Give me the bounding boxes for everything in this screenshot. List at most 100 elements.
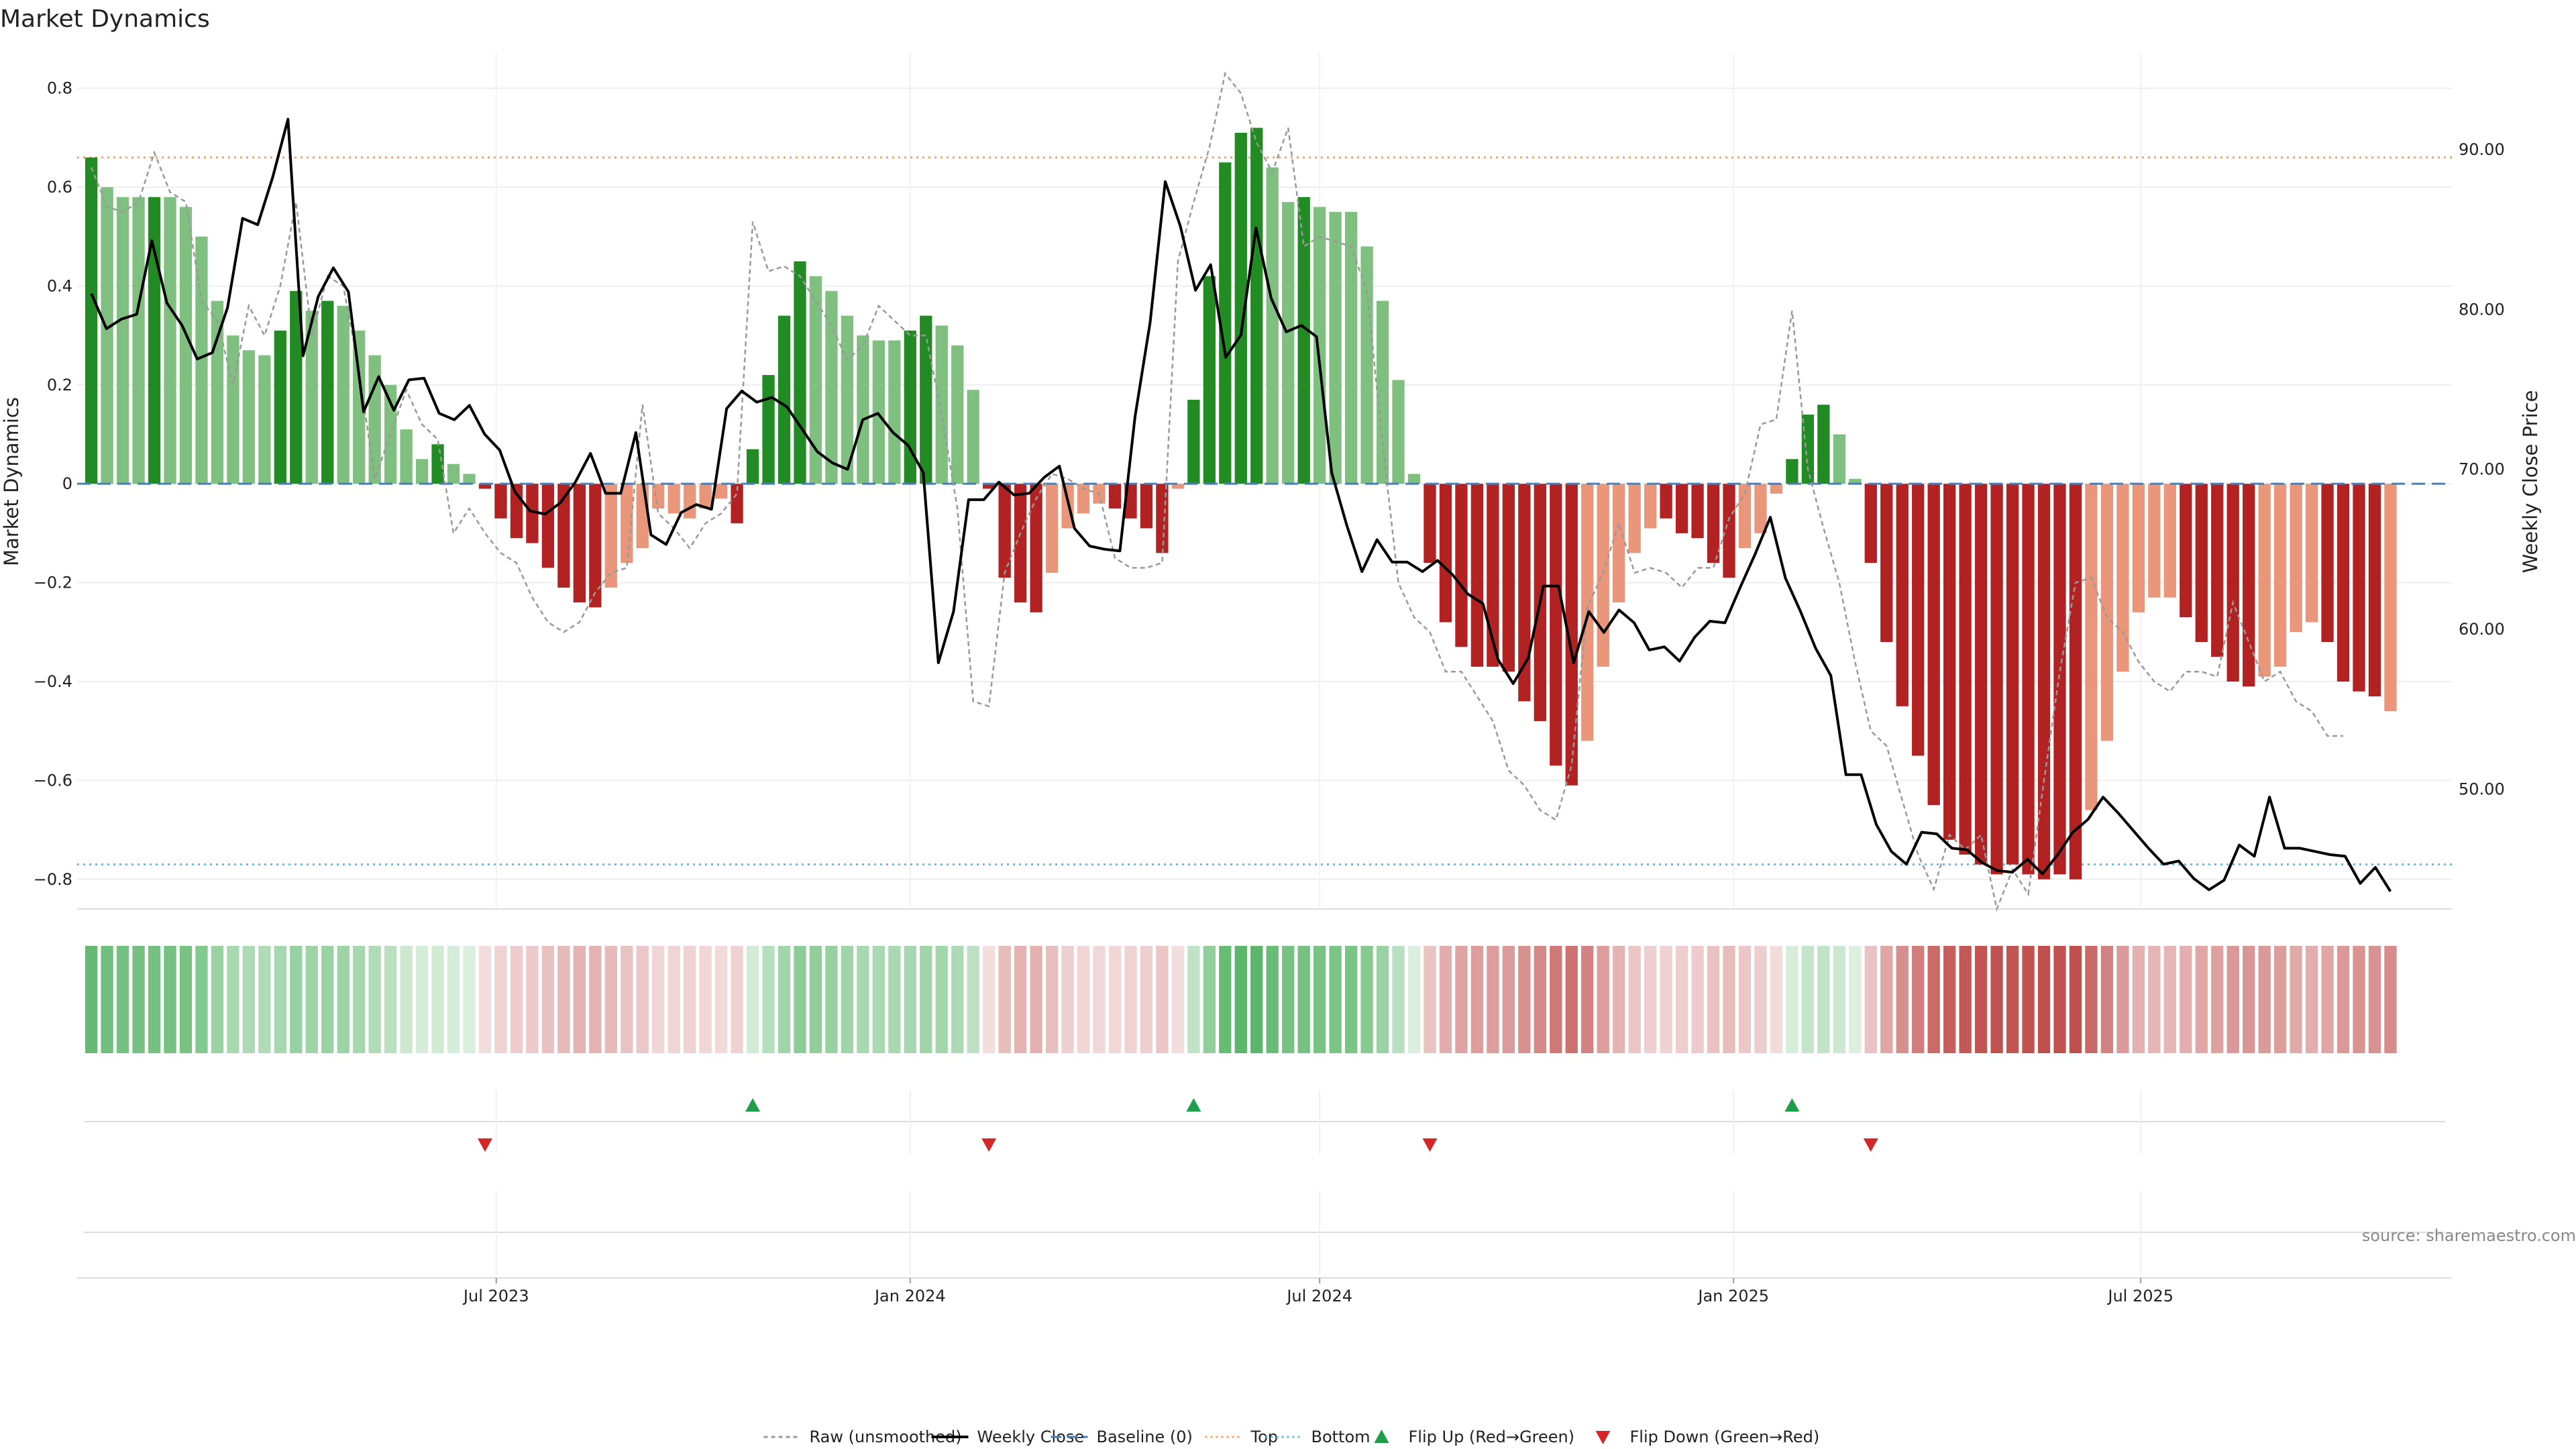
- dynamics-bar: [1392, 380, 1405, 484]
- dynamics-bar: [463, 474, 476, 484]
- dynamics-bar: [935, 325, 948, 484]
- dynamics-bar: [983, 484, 996, 489]
- dynamics-bar: [1770, 484, 1783, 494]
- dynamics-bar: [1439, 484, 1452, 623]
- heat-cell: [731, 946, 743, 1053]
- dynamics-bar: [857, 335, 869, 484]
- lower-panel: [84, 1191, 2445, 1275]
- heat-cell: [762, 946, 775, 1053]
- dynamics-bar: [825, 290, 838, 484]
- y-tick-label: −0.2: [34, 574, 72, 592]
- dynamics-bar: [447, 464, 460, 484]
- heat-cell: [621, 946, 633, 1053]
- y2-tick-label: 70.00: [2459, 460, 2505, 479]
- heat-cell: [1896, 946, 1909, 1053]
- heat-cell: [809, 946, 822, 1053]
- heat-cell: [825, 946, 838, 1053]
- heat-cell: [337, 946, 350, 1053]
- dynamics-bar: [1849, 478, 1862, 484]
- flip-markers-panel: [84, 1090, 2445, 1154]
- heat-cell: [85, 946, 98, 1053]
- heat-cell: [1093, 946, 1106, 1053]
- y2-tick-label: 80.00: [2459, 300, 2505, 319]
- dynamics-bar: [1187, 399, 1200, 484]
- dynamics-bar: [2053, 484, 2066, 875]
- dynamics-bar: [2226, 484, 2239, 682]
- heat-cell: [2132, 946, 2145, 1053]
- dynamics-bar: [2132, 484, 2145, 612]
- heat-cell: [1376, 946, 1389, 1053]
- left-y-ticks: −0.8 −0.6 −0.4 −0.2 0 0.2 0.4 0.6 0.8: [34, 79, 72, 889]
- heat-cell: [2006, 946, 2019, 1053]
- heat-cell: [1943, 946, 1956, 1053]
- heat-cell: [2100, 946, 2114, 1053]
- dynamics-bar: [2116, 484, 2129, 672]
- weekly-close-line: [90, 117, 2392, 892]
- dynamics-bar: [1219, 162, 1232, 484]
- dynamics-bar: [2337, 484, 2350, 682]
- dynamics-bar: [400, 429, 413, 484]
- dynamics-bar: [368, 355, 381, 484]
- heat-cell: [714, 946, 728, 1053]
- dynamics-bar: [116, 197, 129, 484]
- dynamics-bar: [1691, 484, 1704, 539]
- dynamics-bar: [1030, 484, 1042, 612]
- dynamics-bar: [998, 484, 1011, 578]
- heat-cell: [951, 946, 964, 1053]
- heat-cell: [1817, 946, 1830, 1053]
- dynamics-bar: [1313, 207, 1326, 484]
- dynamics-bar: [2243, 484, 2255, 687]
- dynamics-bar: [1077, 484, 1090, 514]
- heat-cell: [998, 946, 1011, 1053]
- heat-cell: [794, 946, 806, 1053]
- heat-cell: [1833, 946, 1845, 1053]
- heat-cell: [274, 946, 286, 1053]
- flip-up-marker: [1784, 1098, 1800, 1112]
- dynamics-bar: [1550, 484, 1562, 766]
- dynamics-bar: [1833, 434, 1845, 484]
- heat-cell: [1282, 946, 1295, 1053]
- y-tick-label: 0.4: [47, 276, 72, 295]
- legend-swatch-flip-up: [1374, 1430, 1389, 1443]
- heat-cell: [589, 946, 602, 1053]
- dynamics-bar: [2100, 484, 2114, 741]
- dynamics-bar: [1108, 484, 1122, 509]
- heat-cell: [1518, 946, 1531, 1053]
- dynamics-bar: [1140, 484, 1153, 529]
- dynamics-bar: [1786, 459, 1799, 484]
- legend: Raw (unsmoothed) Weekly Close Baseline (0)…: [763, 1428, 1819, 1446]
- y-axis-label: Market Dynamics: [0, 397, 23, 566]
- heat-cell: [857, 946, 869, 1053]
- y-tick-label: −0.4: [34, 672, 72, 691]
- dynamics-bar: [2321, 484, 2334, 643]
- dynamics-bar: [2006, 484, 2019, 865]
- heat-cell: [1534, 946, 1546, 1053]
- heat-cell: [1219, 946, 1232, 1053]
- heat-cell: [1470, 946, 1484, 1053]
- y2-tick-label: 50.00: [2459, 780, 2505, 798]
- heat-cell: [1360, 946, 1373, 1053]
- heat-cell: [2163, 946, 2176, 1053]
- dynamics-bar: [1266, 167, 1279, 484]
- dynamics-bar: [1297, 197, 1310, 484]
- dynamics-bar: [2353, 484, 2365, 692]
- heat-cell: [777, 946, 791, 1053]
- source-note: source: sharemaestro.com: [2362, 1226, 2576, 1245]
- flip-down-marker: [1422, 1138, 1438, 1152]
- dynamics-bar: [1407, 474, 1421, 484]
- dynamics-bar: [1250, 127, 1263, 484]
- dynamics-bar: [227, 335, 239, 484]
- dynamics-bar: [1675, 484, 1688, 533]
- dynamics-bar: [589, 484, 602, 608]
- heat-cell: [116, 946, 129, 1053]
- dynamics-bar: [2368, 484, 2381, 697]
- heat-strip: [85, 946, 2397, 1053]
- heat-cell: [1203, 946, 1216, 1053]
- heat-cell: [1959, 946, 1972, 1053]
- dynamics-bar: [1234, 132, 1247, 484]
- heat-cell: [1045, 946, 1059, 1053]
- right-y-ticks: 50.00 60.00 70.00 80.00 90.00: [2459, 140, 2505, 798]
- heat-cell: [2211, 946, 2224, 1053]
- heat-cell: [321, 946, 334, 1053]
